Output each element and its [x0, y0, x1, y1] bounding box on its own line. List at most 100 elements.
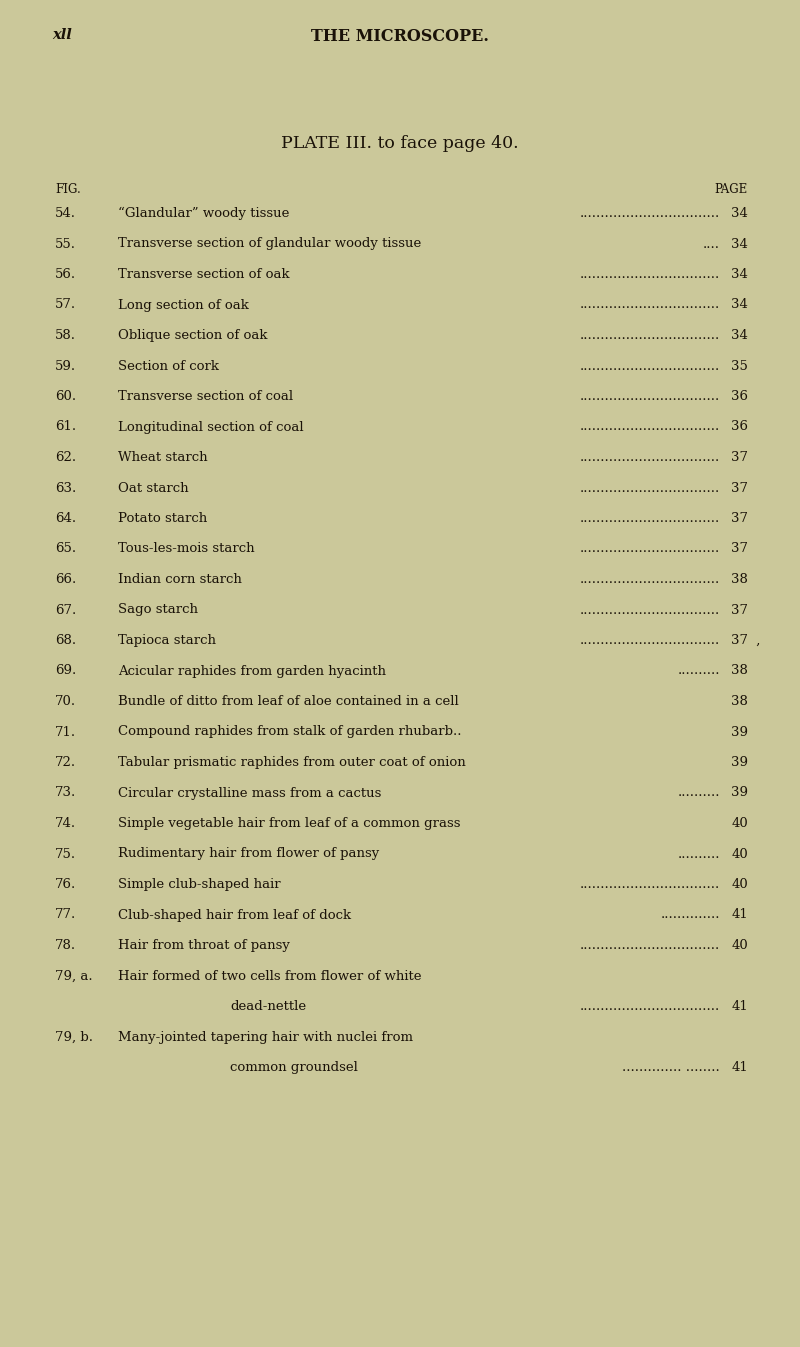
Text: xll: xll	[52, 28, 72, 42]
Text: Hair from throat of pansy: Hair from throat of pansy	[118, 939, 290, 952]
Text: 56.: 56.	[55, 268, 76, 282]
Text: .................................: .................................	[580, 634, 720, 647]
Text: 34: 34	[731, 299, 748, 311]
Text: 65.: 65.	[55, 543, 76, 555]
Text: 37: 37	[731, 451, 748, 463]
Text: Simple vegetable hair from leaf of a common grass: Simple vegetable hair from leaf of a com…	[118, 818, 461, 830]
Text: 40: 40	[731, 939, 748, 952]
Text: Compound raphides from stalk of garden rhubarb..: Compound raphides from stalk of garden r…	[118, 726, 462, 738]
Text: .................................: .................................	[580, 878, 720, 890]
Text: 74.: 74.	[55, 818, 76, 830]
Text: 72.: 72.	[55, 756, 76, 769]
Text: Hair formed of two cells from flower of white: Hair formed of two cells from flower of …	[118, 970, 422, 982]
Text: 37: 37	[731, 512, 748, 525]
Text: ..............: ..............	[661, 908, 720, 921]
Text: Circular crystalline mass from a cactus: Circular crystalline mass from a cactus	[118, 787, 382, 800]
Text: PAGE: PAGE	[714, 183, 748, 197]
Text: ..........: ..........	[678, 787, 720, 800]
Text: 79, b.: 79, b.	[55, 1030, 93, 1044]
Text: 41: 41	[731, 999, 748, 1013]
Text: 75.: 75.	[55, 847, 76, 861]
Text: Tous-les-mois starch: Tous-les-mois starch	[118, 543, 254, 555]
Text: 34: 34	[731, 268, 748, 282]
Text: Oat starch: Oat starch	[118, 481, 189, 494]
Text: .................................: .................................	[580, 999, 720, 1013]
Text: 39: 39	[731, 756, 748, 769]
Text: .................................: .................................	[580, 360, 720, 373]
Text: .................................: .................................	[580, 207, 720, 220]
Text: 38: 38	[731, 664, 748, 678]
Text: 79, a.: 79, a.	[55, 970, 93, 982]
Text: 41: 41	[731, 1061, 748, 1074]
Text: 34: 34	[731, 207, 748, 220]
Text: 38: 38	[731, 695, 748, 709]
Text: Club-shaped hair from leaf of dock: Club-shaped hair from leaf of dock	[118, 908, 351, 921]
Text: 60.: 60.	[55, 391, 76, 403]
Text: 64.: 64.	[55, 512, 76, 525]
Text: Oblique section of oak: Oblique section of oak	[118, 329, 267, 342]
Text: FIG.: FIG.	[55, 183, 81, 197]
Text: 54.: 54.	[55, 207, 76, 220]
Text: Section of cork: Section of cork	[118, 360, 219, 373]
Text: 36: 36	[731, 391, 748, 403]
Text: Simple club-shaped hair: Simple club-shaped hair	[118, 878, 281, 890]
Text: .............. ........: .............. ........	[622, 1061, 720, 1074]
Text: 34: 34	[731, 237, 748, 251]
Text: ..........: ..........	[678, 847, 720, 861]
Text: .................................: .................................	[580, 512, 720, 525]
Text: 61.: 61.	[55, 420, 76, 434]
Text: Transverse section of coal: Transverse section of coal	[118, 391, 293, 403]
Text: THE MICROSCOPE.: THE MICROSCOPE.	[311, 28, 489, 44]
Text: Transverse section of oak: Transverse section of oak	[118, 268, 290, 282]
Text: Tapioca starch: Tapioca starch	[118, 634, 216, 647]
Text: Sago starch: Sago starch	[118, 603, 198, 617]
Text: 78.: 78.	[55, 939, 76, 952]
Text: Long section of oak: Long section of oak	[118, 299, 249, 311]
Text: .................................: .................................	[580, 299, 720, 311]
Text: 57.: 57.	[55, 299, 76, 311]
Text: 70.: 70.	[55, 695, 76, 709]
Text: 37: 37	[731, 603, 748, 617]
Text: Potato starch: Potato starch	[118, 512, 207, 525]
Text: .................................: .................................	[580, 481, 720, 494]
Text: .................................: .................................	[580, 543, 720, 555]
Text: 40: 40	[731, 818, 748, 830]
Text: .................................: .................................	[580, 603, 720, 617]
Text: 73.: 73.	[55, 787, 76, 800]
Text: .................................: .................................	[580, 391, 720, 403]
Text: .................................: .................................	[580, 420, 720, 434]
Text: 39: 39	[731, 726, 748, 738]
Text: 76.: 76.	[55, 878, 76, 890]
Text: .................................: .................................	[580, 939, 720, 952]
Text: .................................: .................................	[580, 572, 720, 586]
Text: 40: 40	[731, 878, 748, 890]
Text: Many-jointed tapering hair with nuclei from: Many-jointed tapering hair with nuclei f…	[118, 1030, 413, 1044]
Text: 63.: 63.	[55, 481, 76, 494]
Text: 66.: 66.	[55, 572, 76, 586]
Text: 34: 34	[731, 329, 748, 342]
Text: 69.: 69.	[55, 664, 76, 678]
Text: 39: 39	[731, 787, 748, 800]
Text: 37: 37	[731, 481, 748, 494]
Text: 71.: 71.	[55, 726, 76, 738]
Text: ..........: ..........	[678, 664, 720, 678]
Text: 62.: 62.	[55, 451, 76, 463]
Text: 37: 37	[731, 543, 748, 555]
Text: 40: 40	[731, 847, 748, 861]
Text: Acicular raphides from garden hyacinth: Acicular raphides from garden hyacinth	[118, 664, 386, 678]
Text: 38: 38	[731, 572, 748, 586]
Text: PLATE III. to face page 40.: PLATE III. to face page 40.	[281, 135, 519, 152]
Text: .................................: .................................	[580, 268, 720, 282]
Text: ,: ,	[752, 634, 760, 647]
Text: Tabular prismatic raphides from outer coat of onion: Tabular prismatic raphides from outer co…	[118, 756, 466, 769]
Text: 35: 35	[731, 360, 748, 373]
Text: dead-nettle: dead-nettle	[230, 999, 306, 1013]
Text: 67.: 67.	[55, 603, 76, 617]
Text: 58.: 58.	[55, 329, 76, 342]
Text: Wheat starch: Wheat starch	[118, 451, 208, 463]
Text: “Glandular” woody tissue: “Glandular” woody tissue	[118, 207, 290, 220]
Text: Bundle of ditto from leaf of aloe contained in a cell: Bundle of ditto from leaf of aloe contai…	[118, 695, 458, 709]
Text: Longitudinal section of coal: Longitudinal section of coal	[118, 420, 304, 434]
Text: ....: ....	[703, 237, 720, 251]
Text: 41: 41	[731, 908, 748, 921]
